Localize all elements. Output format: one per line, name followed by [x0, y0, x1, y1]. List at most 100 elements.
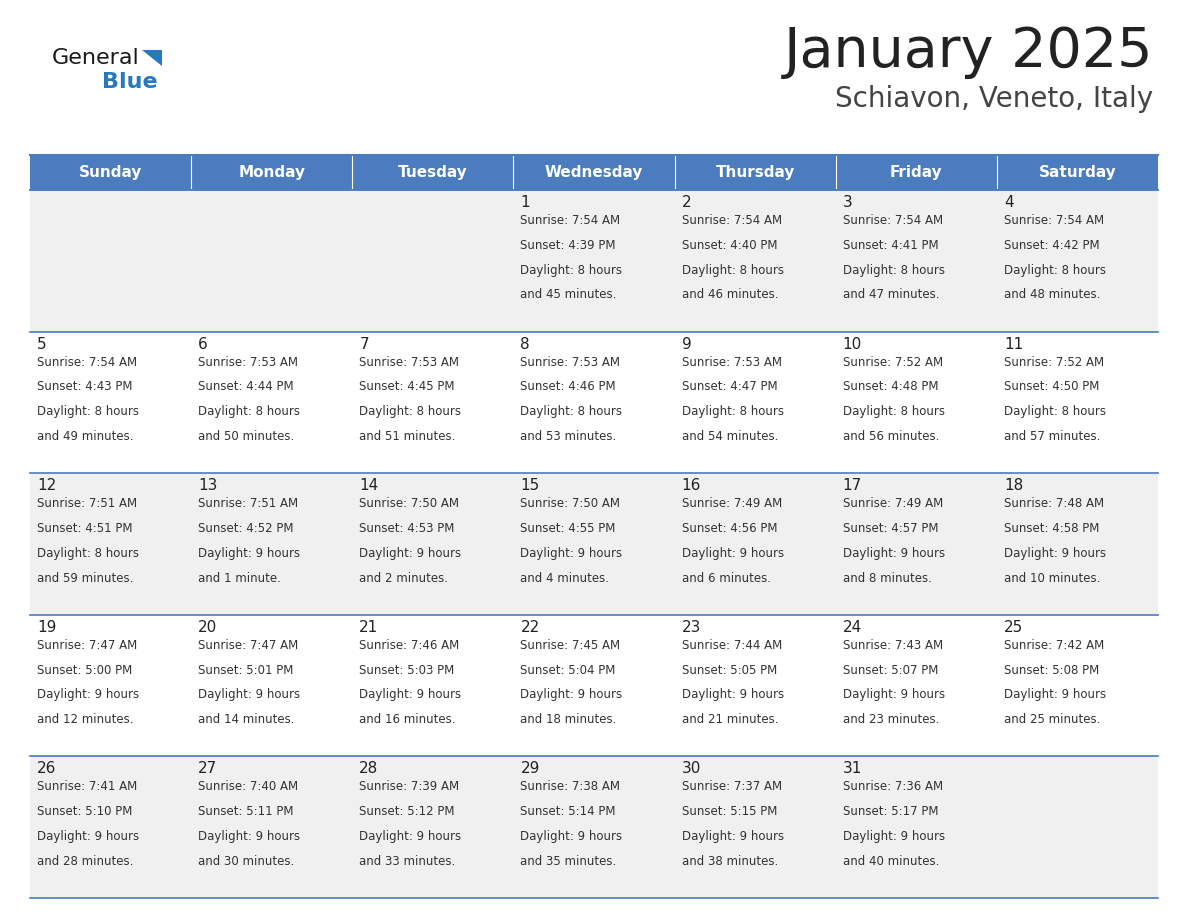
Text: Sunset: 4:45 PM: Sunset: 4:45 PM: [359, 380, 455, 394]
Text: and 49 minutes.: and 49 minutes.: [37, 430, 133, 443]
Bar: [513, 190, 675, 331]
Text: Sunrise: 7:47 AM: Sunrise: 7:47 AM: [37, 639, 138, 652]
Bar: [675, 756, 835, 898]
Text: Sunrise: 7:49 AM: Sunrise: 7:49 AM: [842, 498, 943, 510]
Text: Sunrise: 7:44 AM: Sunrise: 7:44 AM: [682, 639, 782, 652]
Bar: [835, 756, 997, 898]
Text: Sunrise: 7:53 AM: Sunrise: 7:53 AM: [198, 355, 298, 369]
Text: Sunset: 4:57 PM: Sunset: 4:57 PM: [842, 522, 939, 535]
Text: Daylight: 9 hours: Daylight: 9 hours: [682, 688, 784, 701]
Bar: [30, 615, 191, 756]
Bar: [353, 155, 513, 190]
Text: Friday: Friday: [890, 165, 942, 180]
Text: 30: 30: [682, 761, 701, 777]
Text: Sunrise: 7:41 AM: Sunrise: 7:41 AM: [37, 780, 138, 793]
Text: 1: 1: [520, 195, 530, 210]
Text: and 14 minutes.: and 14 minutes.: [198, 713, 295, 726]
Text: Sunrise: 7:53 AM: Sunrise: 7:53 AM: [682, 355, 782, 369]
Text: 18: 18: [1004, 478, 1023, 493]
Text: Sunset: 4:55 PM: Sunset: 4:55 PM: [520, 522, 615, 535]
Text: Sunset: 5:14 PM: Sunset: 5:14 PM: [520, 805, 615, 818]
Text: Sunset: 4:51 PM: Sunset: 4:51 PM: [37, 522, 133, 535]
Text: Sunset: 4:50 PM: Sunset: 4:50 PM: [1004, 380, 1099, 394]
Text: and 50 minutes.: and 50 minutes.: [198, 430, 295, 443]
Text: Sunrise: 7:39 AM: Sunrise: 7:39 AM: [359, 780, 460, 793]
Text: Daylight: 8 hours: Daylight: 8 hours: [682, 405, 784, 419]
Text: and 28 minutes.: and 28 minutes.: [37, 855, 133, 868]
Bar: [191, 615, 353, 756]
Text: and 45 minutes.: and 45 minutes.: [520, 288, 617, 301]
Text: 28: 28: [359, 761, 379, 777]
Text: and 2 minutes.: and 2 minutes.: [359, 572, 448, 585]
Polygon shape: [143, 50, 162, 66]
Text: 13: 13: [198, 478, 217, 493]
Text: Sunrise: 7:53 AM: Sunrise: 7:53 AM: [520, 355, 620, 369]
Text: Daylight: 8 hours: Daylight: 8 hours: [842, 263, 944, 276]
Text: Sunset: 4:43 PM: Sunset: 4:43 PM: [37, 380, 133, 394]
Text: Sunset: 4:40 PM: Sunset: 4:40 PM: [682, 239, 777, 252]
Text: Daylight: 8 hours: Daylight: 8 hours: [1004, 405, 1106, 419]
Text: and 51 minutes.: and 51 minutes.: [359, 430, 456, 443]
Text: Sunrise: 7:48 AM: Sunrise: 7:48 AM: [1004, 498, 1104, 510]
Bar: [513, 756, 675, 898]
Text: 24: 24: [842, 620, 862, 635]
Text: Monday: Monday: [239, 165, 305, 180]
Bar: [835, 155, 997, 190]
Text: Sunset: 5:07 PM: Sunset: 5:07 PM: [842, 664, 939, 677]
Text: Daylight: 9 hours: Daylight: 9 hours: [842, 547, 944, 560]
Text: 10: 10: [842, 337, 862, 352]
Text: 22: 22: [520, 620, 539, 635]
Bar: [835, 473, 997, 615]
Text: 5: 5: [37, 337, 46, 352]
Text: Daylight: 8 hours: Daylight: 8 hours: [359, 405, 461, 419]
Bar: [191, 473, 353, 615]
Text: Daylight: 9 hours: Daylight: 9 hours: [842, 688, 944, 701]
Text: and 35 minutes.: and 35 minutes.: [520, 855, 617, 868]
Text: Sunset: 4:44 PM: Sunset: 4:44 PM: [198, 380, 293, 394]
Bar: [997, 615, 1158, 756]
Text: Daylight: 8 hours: Daylight: 8 hours: [682, 263, 784, 276]
Bar: [675, 155, 835, 190]
Text: 2: 2: [682, 195, 691, 210]
Bar: [675, 331, 835, 473]
Bar: [997, 473, 1158, 615]
Text: Sunset: 4:47 PM: Sunset: 4:47 PM: [682, 380, 777, 394]
Text: Sunset: 5:05 PM: Sunset: 5:05 PM: [682, 664, 777, 677]
Text: Sunset: 5:04 PM: Sunset: 5:04 PM: [520, 664, 615, 677]
Text: Sunrise: 7:53 AM: Sunrise: 7:53 AM: [359, 355, 460, 369]
Text: January 2025: January 2025: [784, 25, 1154, 79]
Text: Daylight: 9 hours: Daylight: 9 hours: [198, 830, 301, 843]
Text: Sunrise: 7:36 AM: Sunrise: 7:36 AM: [842, 780, 943, 793]
Text: Sunrise: 7:46 AM: Sunrise: 7:46 AM: [359, 639, 460, 652]
Text: 27: 27: [198, 761, 217, 777]
Bar: [30, 756, 191, 898]
Bar: [675, 473, 835, 615]
Bar: [353, 331, 513, 473]
Text: Sunset: 5:00 PM: Sunset: 5:00 PM: [37, 664, 132, 677]
Bar: [353, 615, 513, 756]
Text: Daylight: 9 hours: Daylight: 9 hours: [520, 688, 623, 701]
Text: 21: 21: [359, 620, 379, 635]
Text: Sunset: 5:08 PM: Sunset: 5:08 PM: [1004, 664, 1099, 677]
Text: and 48 minutes.: and 48 minutes.: [1004, 288, 1100, 301]
Text: 4: 4: [1004, 195, 1013, 210]
Text: Daylight: 8 hours: Daylight: 8 hours: [520, 405, 623, 419]
Bar: [513, 473, 675, 615]
Text: Sunrise: 7:42 AM: Sunrise: 7:42 AM: [1004, 639, 1104, 652]
Bar: [675, 615, 835, 756]
Text: Blue: Blue: [102, 72, 158, 92]
Text: Daylight: 9 hours: Daylight: 9 hours: [842, 830, 944, 843]
Bar: [30, 331, 191, 473]
Bar: [353, 473, 513, 615]
Text: Sunset: 5:17 PM: Sunset: 5:17 PM: [842, 805, 939, 818]
Text: 17: 17: [842, 478, 862, 493]
Text: and 10 minutes.: and 10 minutes.: [1004, 572, 1100, 585]
Text: Daylight: 8 hours: Daylight: 8 hours: [37, 405, 139, 419]
Text: 8: 8: [520, 337, 530, 352]
Text: 23: 23: [682, 620, 701, 635]
Bar: [30, 190, 191, 331]
Text: Sunset: 5:03 PM: Sunset: 5:03 PM: [359, 664, 455, 677]
Text: and 18 minutes.: and 18 minutes.: [520, 713, 617, 726]
Text: 16: 16: [682, 478, 701, 493]
Bar: [30, 155, 191, 190]
